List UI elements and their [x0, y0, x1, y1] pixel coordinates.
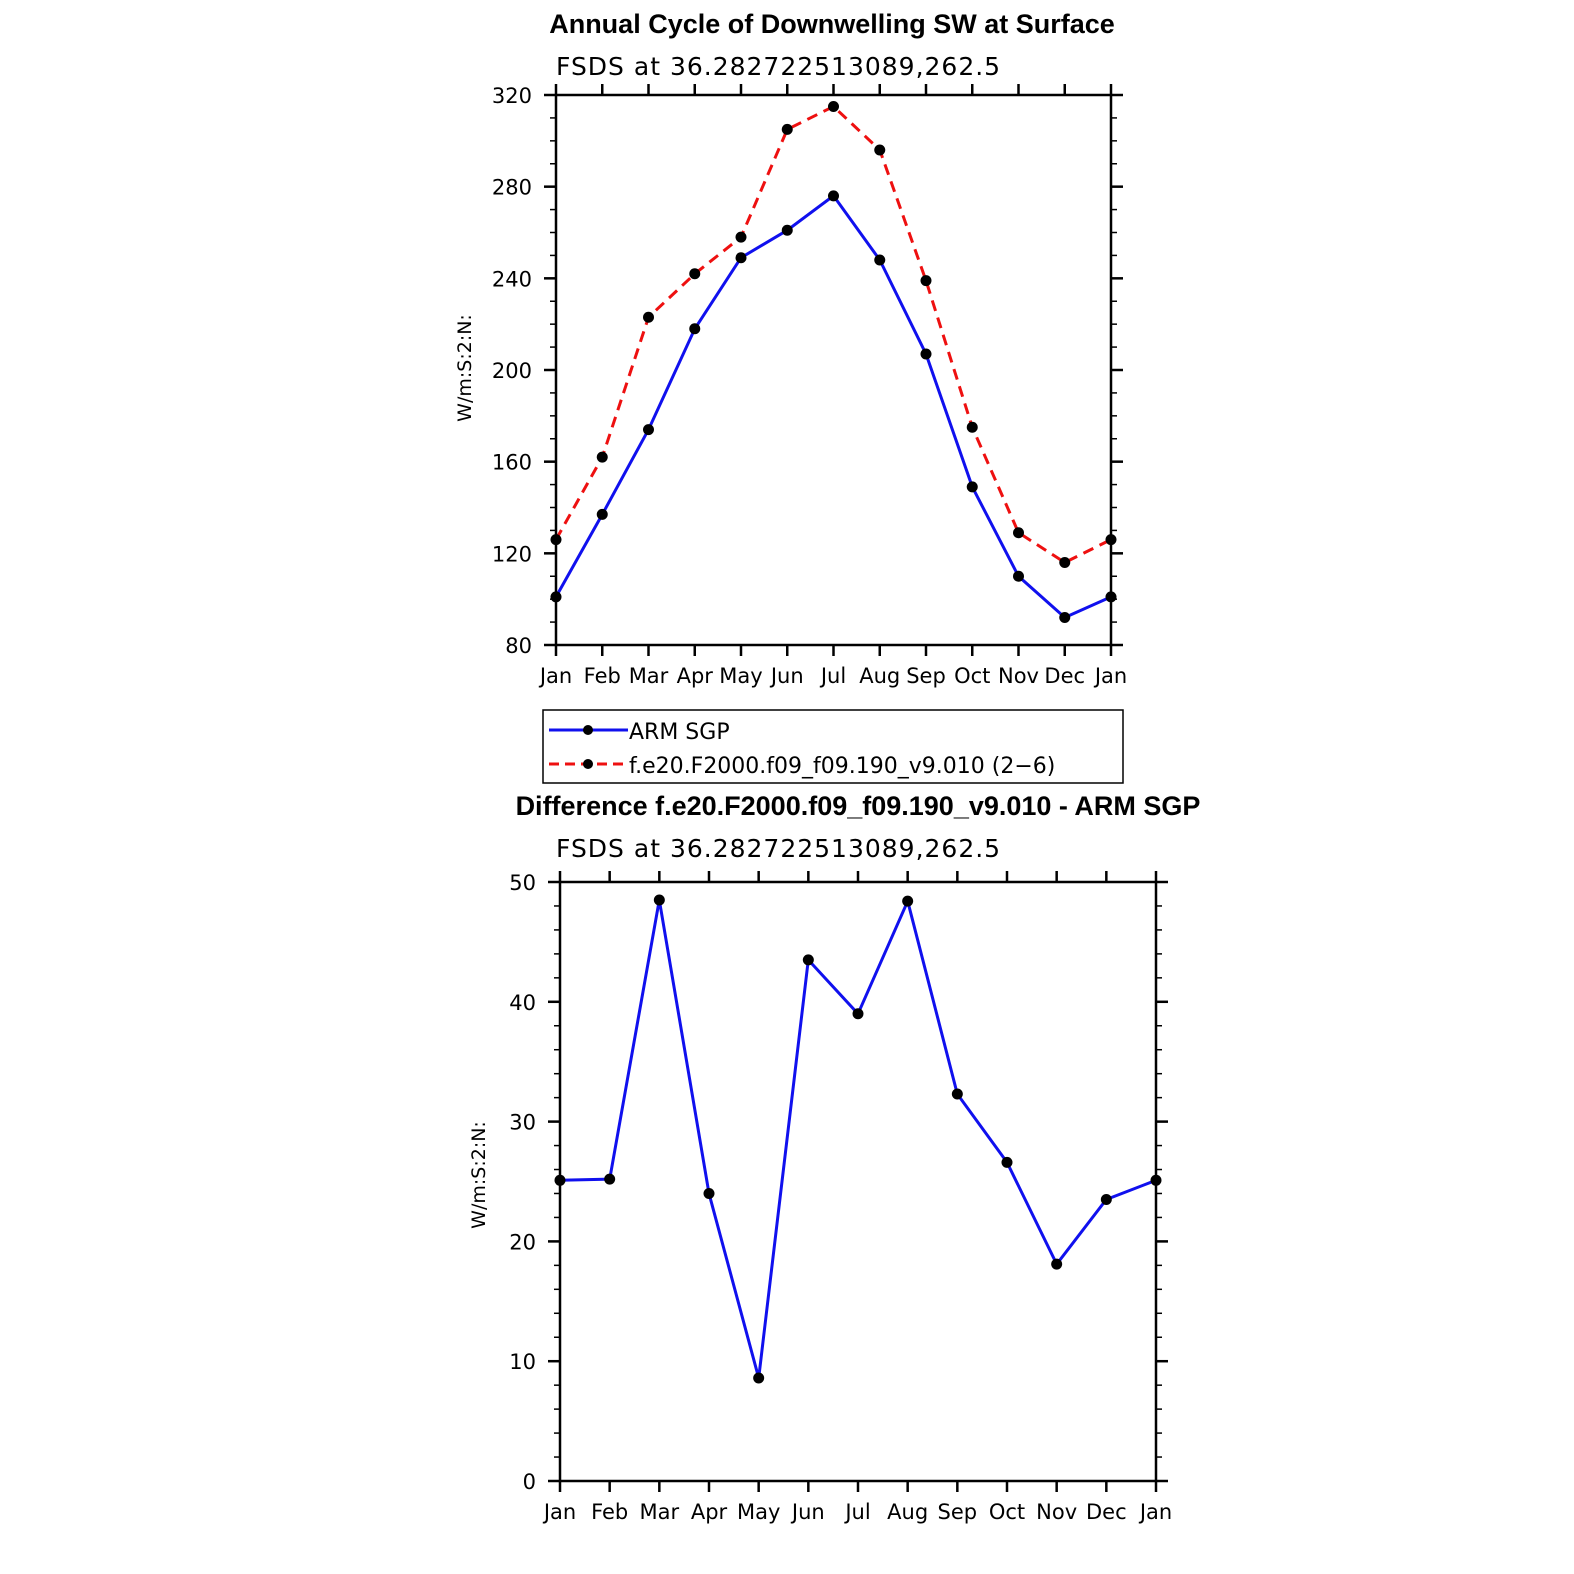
y-tick-label: 120 [492, 542, 532, 566]
y-tick-label: 80 [505, 634, 532, 658]
legend-marker-model [583, 759, 593, 769]
series-line [559, 896, 1157, 1379]
x-tick-label: Oct [954, 664, 990, 688]
data-point [1059, 557, 1071, 568]
data-point [753, 1372, 765, 1384]
x-tick-label: Jan [542, 1500, 576, 1524]
series-layer [554, 894, 1162, 1384]
x-tick-label: Feb [591, 1500, 628, 1524]
legend-box [542, 709, 1124, 784]
y-axis-label: W/m:S:2:N: [454, 314, 476, 422]
legend-label-obs: ARM SGP [629, 720, 730, 745]
chart-subtitle: FSDS at 36.282722513089,262.5 [556, 52, 1001, 81]
x-tick-label: Mar [629, 664, 669, 688]
x-tick-label: Jul [819, 664, 846, 688]
series-line [554, 193, 1112, 620]
chart-title: Difference f.e20.F2000.f09_f09.190_v9.01… [516, 791, 1201, 821]
x-tick-label: Jun [769, 664, 804, 688]
y-tick-label: 320 [492, 84, 532, 108]
data-point [596, 451, 608, 463]
y-tick-label: 240 [492, 267, 532, 291]
data-point [902, 895, 914, 907]
plot-frame [554, 93, 1113, 647]
plot-frame [558, 880, 1158, 1483]
y-tick-label: 160 [492, 451, 532, 475]
y-tick-label: 280 [492, 176, 532, 200]
x-tick-label: Apr [677, 664, 714, 688]
data-point [802, 954, 814, 966]
x-tick-label: May [737, 1500, 780, 1524]
x-tick-label: Aug [859, 664, 900, 688]
x-tick-label: Apr [691, 1500, 728, 1524]
data-point [596, 508, 608, 520]
y-tick-label: 200 [492, 359, 532, 383]
legend-marker-obs [583, 725, 593, 735]
x-tick-label: Jan [538, 664, 572, 688]
legend-label-model: f.e20.F2000.f09_f09.190_v9.010 (2−6) [629, 754, 1055, 779]
data-point [781, 123, 793, 135]
data-point [689, 323, 701, 335]
x-tick-label: Jan [1138, 1500, 1172, 1524]
data-point [689, 268, 701, 280]
x-tick-label: Mar [640, 1500, 680, 1524]
x-tick-label: Dec [1044, 664, 1085, 688]
data-point [703, 1187, 715, 1199]
x-tick-label: Nov [1036, 1500, 1077, 1524]
chart-title: Annual Cycle of Downwelling SW at Surfac… [549, 9, 1115, 39]
x-tick-label: Sep [906, 664, 946, 688]
data-point [874, 144, 886, 156]
data-point [1013, 527, 1024, 539]
x-tick-label: Jun [790, 1500, 825, 1524]
x-tick-label: Sep [938, 1500, 978, 1524]
data-point [966, 481, 978, 493]
data-point [1100, 1193, 1112, 1205]
data-point [781, 224, 793, 236]
data-point [828, 100, 839, 112]
y-tick-label: 50 [509, 871, 536, 895]
data-point [604, 1173, 616, 1185]
x-tick-label: May [719, 664, 762, 688]
series-line [554, 104, 1112, 565]
chart-subtitle: FSDS at 36.282722513089,262.5 [556, 834, 1001, 863]
y-tick-label: 20 [509, 1230, 536, 1254]
y-tick-label: 10 [509, 1350, 536, 1374]
y-tick-label: 40 [509, 991, 536, 1015]
x-tick-label: Feb [584, 664, 621, 688]
x-tick-label: Oct [989, 1500, 1025, 1524]
data-point [643, 311, 654, 323]
legend: ARM SGP f.e20.F2000.f09_f09.190_v9.010 (… [542, 709, 1124, 784]
data-point [852, 1008, 864, 1020]
data-point [920, 275, 932, 287]
data-point [951, 1088, 963, 1100]
data-point [920, 348, 932, 360]
axes: Jan Feb Mar Apr May Jun Jul Aug Sep Oct Nov Dec Jan0… [509, 871, 1172, 1524]
data-point [643, 424, 654, 436]
x-tick-label: Aug [887, 1500, 928, 1524]
axes: Jan Feb Mar Apr May Jun Jul Aug Sep Oct Nov Dec Jan8… [492, 84, 1127, 688]
difference-chart: Difference f.e20.F2000.f09_f09.190_v9.01… [468, 791, 1200, 1524]
y-axis-label: W/m:S:2:N: [468, 1121, 490, 1229]
x-tick-label: Jul [843, 1500, 870, 1524]
data-point [1001, 1156, 1013, 1168]
data-point [735, 231, 747, 243]
y-tick-label: 30 [509, 1111, 536, 1135]
data-point [1013, 570, 1024, 582]
annual-cycle-chart: Annual Cycle of Downwelling SW at Surfac… [454, 9, 1127, 688]
data-point [966, 421, 978, 433]
series-layer [550, 100, 1117, 623]
data-point [874, 254, 886, 266]
data-point [653, 894, 665, 906]
x-tick-label: Dec [1086, 1500, 1127, 1524]
data-point [1051, 1258, 1063, 1270]
data-point [828, 190, 839, 202]
x-tick-label: Jan [1093, 664, 1127, 688]
x-tick-label: Nov [998, 664, 1039, 688]
data-point [1059, 612, 1071, 623]
y-tick-label: 0 [523, 1470, 536, 1494]
data-point [735, 252, 747, 264]
